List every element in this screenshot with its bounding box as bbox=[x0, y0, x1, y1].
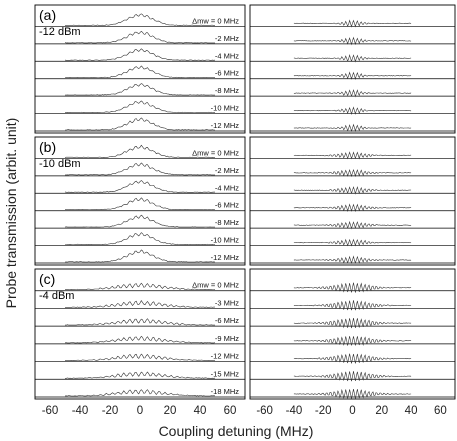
plot-area: (a) -12 dBm Δmw = 0 MHz -2 MHz -4 MHz -6 MHz -… bbox=[34, 4, 456, 417]
trace-right bbox=[293, 36, 412, 46]
trace-left bbox=[65, 232, 216, 245]
trace-left bbox=[65, 100, 215, 113]
detuning-label: -2 MHz bbox=[215, 34, 239, 43]
x-tick-label: -60 bbox=[256, 405, 273, 417]
detuning-label: -10 MHz bbox=[211, 104, 240, 113]
panel-power-label: -10 dBm bbox=[39, 158, 81, 170]
detuning-label: -4 MHz bbox=[215, 51, 239, 60]
detuning-label: -18 MHz bbox=[211, 387, 240, 396]
trace-left bbox=[64, 335, 216, 344]
trace-right bbox=[293, 71, 412, 81]
panel-frame-right bbox=[249, 4, 456, 134]
trace-left bbox=[64, 389, 216, 397]
trace-left bbox=[64, 180, 215, 193]
trace-left bbox=[64, 353, 216, 361]
detuning-label: -12 MHz bbox=[211, 121, 240, 130]
trace-right bbox=[293, 318, 412, 329]
detuning-label: -8 MHz bbox=[215, 86, 239, 95]
detuning-label: Δmw = 0 MHz bbox=[192, 148, 239, 157]
x-tick-label: 60 bbox=[434, 405, 447, 417]
panel-frame-left bbox=[34, 136, 246, 266]
trace-right bbox=[293, 388, 412, 399]
detuning-label: -6 MHz bbox=[215, 69, 239, 78]
trace-left bbox=[64, 300, 215, 308]
x-tick-label: -40 bbox=[72, 405, 89, 417]
trace-left bbox=[64, 214, 215, 228]
trace-right bbox=[293, 203, 412, 213]
detuning-label: -9 MHz bbox=[215, 334, 239, 343]
trace-left bbox=[65, 197, 216, 211]
panel-frame-left bbox=[34, 4, 246, 134]
y-axis-label: Probe transmission (arbit. unit) bbox=[3, 118, 19, 309]
trace-left bbox=[64, 144, 215, 158]
panel-label: (c) bbox=[39, 271, 55, 287]
trace-left bbox=[65, 83, 215, 96]
detuning-label: -15 MHz bbox=[211, 369, 240, 378]
trace-left bbox=[65, 282, 216, 291]
detuning-label: Δmw = 0 MHz bbox=[192, 281, 239, 290]
detuning-label: -4 MHz bbox=[215, 183, 239, 192]
trace-right bbox=[293, 53, 412, 63]
detuning-label: -10 MHz bbox=[211, 236, 240, 245]
detuning-label: -8 MHz bbox=[215, 218, 239, 227]
trace-right bbox=[293, 238, 412, 247]
panel-label: (a) bbox=[39, 7, 56, 23]
detuning-label: -3 MHz bbox=[215, 298, 239, 307]
x-tick-label: 40 bbox=[194, 405, 207, 417]
panel-frame-right bbox=[249, 136, 456, 266]
trace-left bbox=[65, 318, 215, 326]
x-tick-label: 0 bbox=[349, 405, 355, 417]
trace-left bbox=[64, 30, 215, 44]
trace-right bbox=[293, 353, 412, 364]
trace-right bbox=[293, 371, 412, 382]
x-tick-label: 20 bbox=[375, 405, 388, 417]
detuning-label: -6 MHz bbox=[215, 316, 239, 325]
panel-frame-left bbox=[34, 268, 246, 400]
x-tick-label: -40 bbox=[286, 405, 303, 417]
detuning-label: -6 MHz bbox=[215, 201, 239, 210]
trace-right bbox=[293, 300, 412, 311]
panel-power-label: -12 dBm bbox=[39, 26, 81, 38]
panel-frame-right bbox=[249, 268, 456, 400]
panel-power-label: -4 dBm bbox=[39, 290, 74, 302]
trace-right bbox=[293, 282, 412, 293]
trace-left bbox=[65, 371, 216, 379]
x-tick-label: 20 bbox=[164, 405, 177, 417]
panel-label: (b) bbox=[39, 139, 56, 155]
x-tick-label: 0 bbox=[137, 405, 143, 417]
trace-left bbox=[64, 249, 216, 263]
x-tick-label: 60 bbox=[224, 405, 237, 417]
detuning-label: Δmw = 0 MHz bbox=[192, 16, 239, 25]
trace-right bbox=[293, 123, 412, 133]
trace-right bbox=[293, 19, 412, 28]
trace-right bbox=[293, 168, 412, 178]
detuning-label: -2 MHz bbox=[215, 166, 239, 175]
trace-left bbox=[64, 48, 216, 61]
trace-right bbox=[293, 220, 412, 230]
trace-right bbox=[293, 336, 412, 346]
trace-right bbox=[293, 255, 412, 264]
x-tick-label: 40 bbox=[405, 405, 418, 417]
trace-left bbox=[65, 13, 215, 26]
trace-right bbox=[293, 186, 412, 195]
trace-left bbox=[65, 117, 215, 131]
trace-right bbox=[293, 89, 412, 98]
x-tick-label: -20 bbox=[102, 405, 119, 417]
detuning-label: -12 MHz bbox=[211, 352, 240, 361]
x-axis-label: Coupling detuning (MHz) bbox=[159, 423, 314, 439]
x-tick-label: -60 bbox=[42, 405, 59, 417]
trace-left bbox=[65, 162, 215, 176]
trace-left bbox=[64, 65, 216, 79]
x-tick-label: -20 bbox=[315, 405, 332, 417]
trace-right bbox=[293, 106, 412, 115]
detuning-label: -12 MHz bbox=[211, 253, 240, 262]
trace-right bbox=[293, 151, 412, 160]
